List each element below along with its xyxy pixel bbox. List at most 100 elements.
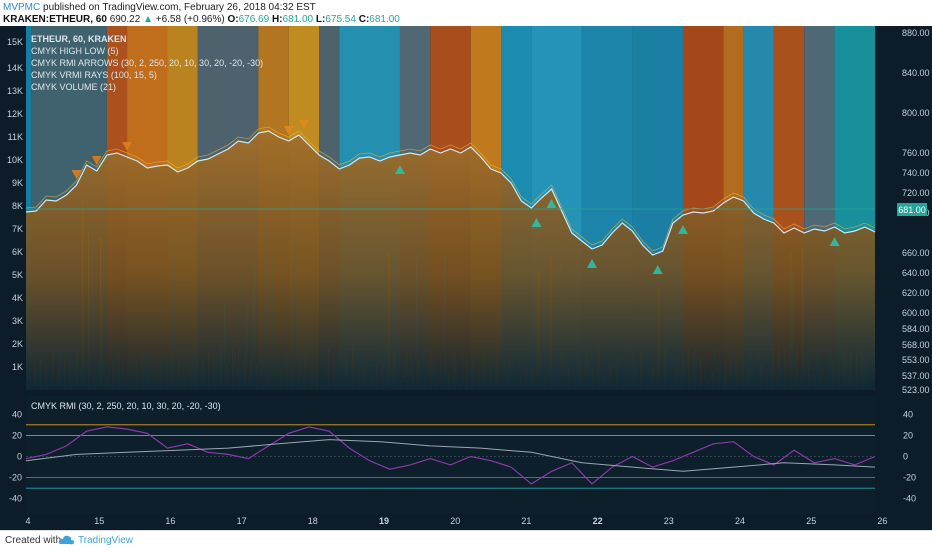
rmi-arrow	[91, 156, 102, 165]
price-tick-label: 660.00	[902, 248, 930, 258]
rmi-tick-label: 40	[903, 409, 913, 419]
volume-tick-label: 4K	[12, 293, 23, 303]
low-label: L:	[315, 14, 326, 25]
ohlc-line: KRAKEN:ETHEUR, 60 690.22 ▲ +6.58 (+0.96%…	[3, 14, 400, 25]
open-label: O:	[227, 14, 239, 25]
rmi-arrow	[283, 126, 294, 135]
volume-tick-label: 14K	[7, 63, 23, 73]
rmi-tick-label: -20	[903, 473, 916, 483]
price-tick-label: 720.00	[902, 188, 930, 198]
high-label: H:	[271, 14, 283, 25]
volume-tick-label: 15K	[7, 37, 23, 47]
rmi-tick-label: -20	[9, 473, 22, 483]
open-value: 676.69	[238, 14, 270, 25]
time-tick-label: 20	[450, 516, 460, 526]
volume-tick-label: 2K	[12, 339, 23, 349]
high-value: 681.00	[282, 14, 314, 25]
price-tick-label: 523.00	[902, 385, 930, 395]
time-tick-label: 23	[664, 516, 674, 526]
volume-tick-label: 13K	[7, 86, 23, 96]
rmi-pane	[26, 396, 875, 514]
price-tick-label: 880.00	[902, 28, 930, 38]
last-price-tag	[897, 203, 927, 216]
price-tick-label: 640.00	[902, 268, 930, 278]
tradingview-cloud-icon	[58, 535, 75, 545]
time-tick-label: 17	[237, 516, 247, 526]
last-price: 690.22	[109, 14, 141, 25]
volume-axis: 15K 14K 13K 12K 11K 10K 9K 8K 7K 6K 5K 4K 3K 2K 1K	[7, 37, 23, 372]
time-tick-label: 18	[308, 516, 318, 526]
high-low-line	[25, 126, 876, 252]
legend-rmi-arrows[interactable]: CMYK RMI ARROWS (30, 2, 250, 20, 10, 30,…	[31, 58, 263, 68]
symbol-label: KRAKEN:ETHEUR, 60	[3, 14, 107, 25]
rmi-levels	[26, 424, 875, 489]
time-tick-label: 19	[379, 516, 389, 526]
created-with-label: Created with	[5, 535, 62, 546]
price-tick-label: 620.00	[902, 288, 930, 298]
rmi-arrow	[122, 142, 133, 151]
last-price-tag-text: 681.00	[898, 205, 926, 215]
publish-line: MVPMC published on TradingView.com, Febr…	[3, 2, 316, 13]
close-label: C:	[358, 14, 370, 25]
time-tick-label: 4	[25, 516, 30, 526]
author-link[interactable]: MVPMC	[3, 2, 41, 13]
time-tick-label: 24	[735, 516, 745, 526]
rmi-arrow	[531, 218, 542, 227]
time-tick-label: 25	[806, 516, 816, 526]
rmi-tick-label: 0	[903, 452, 908, 462]
pane-separator	[0, 390, 932, 396]
time-axis[interactable]: 4 15 16 17 18 19 20 21 22 23 24 25 26	[25, 516, 887, 526]
main-legend: ETHEUR, 60, KRAKEN CMYK HIGH LOW (5) CMY…	[31, 34, 263, 92]
rmi-tick-label: 0	[17, 452, 22, 462]
volume-tick-label: 5K	[12, 270, 23, 280]
volume-tick-label: 11K	[8, 132, 23, 142]
time-tick-label: 16	[165, 516, 175, 526]
rmi-arrow	[298, 120, 309, 129]
rmi-legend[interactable]: CMYK RMI (30, 2, 250, 20, 10, 30, 20, -2…	[31, 401, 221, 411]
low-value: 675.54	[325, 14, 356, 25]
volume-tick-label: 3K	[12, 316, 23, 326]
rmi-tick-label: 20	[903, 430, 913, 440]
chart-header: MVPMC published on TradingView.com, Febr…	[0, 0, 932, 26]
chart-canvas[interactable]: 880.00840.00800.00760.00740.00720.00700.…	[0, 26, 932, 530]
rmi-tick-label: 20	[12, 430, 22, 440]
rmi-arrows	[71, 120, 840, 274]
rmi-tick-label: 40	[12, 409, 22, 419]
price-tick-label: 840.00	[902, 68, 930, 78]
publish-info: published on TradingView.com, February 2…	[43, 2, 316, 13]
price-tick-label: 760.00	[902, 148, 930, 158]
volume-tick-label: 12K	[7, 109, 23, 119]
price-tick-label: 537.00	[902, 371, 930, 381]
volume-tick-label: 7K	[12, 224, 23, 234]
volume-tick-label: 8K	[12, 201, 23, 211]
volume-tick-label: 10K	[7, 155, 23, 165]
tradingview-logo[interactable]: TradingView	[78, 535, 134, 546]
time-tick-label: 22	[593, 516, 603, 526]
rmi-tick-label: -40	[9, 494, 22, 504]
price-tick-label: 568.00	[902, 340, 930, 350]
price-line	[25, 130, 876, 256]
rmi-arrow	[652, 265, 663, 274]
volume-tick-label: 9K	[12, 178, 23, 188]
rmi-arrow	[394, 165, 405, 174]
time-tick-label: 15	[94, 516, 104, 526]
rmi-axis-right: 40 20 0 -20 -40	[903, 409, 916, 503]
close-value: 681.00	[369, 14, 400, 25]
price-tick-label: 800.00	[902, 108, 930, 118]
rmi-arrow	[71, 170, 82, 179]
price-tick-label: 584.00	[902, 324, 930, 334]
volume-tick-label: 6K	[12, 247, 23, 257]
rmi-arrow	[546, 199, 557, 208]
time-tick-label: 21	[521, 516, 531, 526]
price-tick-label: 740.00	[902, 168, 930, 178]
legend-vrmi-rays[interactable]: CMYK VRMI RAYS (100, 15, 5)	[31, 70, 157, 80]
price-axis[interactable]: 880.00840.00800.00760.00740.00720.00700.…	[902, 28, 930, 395]
price-area	[26, 131, 875, 390]
price-tick-label: 600.00	[902, 308, 930, 318]
price-change: +6.58 (+0.96%)	[155, 14, 225, 25]
footer: Created with TradingView	[0, 530, 932, 551]
up-arrow-icon: ▲	[143, 14, 153, 25]
legend-high-low[interactable]: CMYK HIGH LOW (5)	[31, 46, 119, 56]
rmi-tick-label: -40	[903, 494, 916, 504]
legend-volume[interactable]: CMYK VOLUME (21)	[31, 82, 116, 92]
